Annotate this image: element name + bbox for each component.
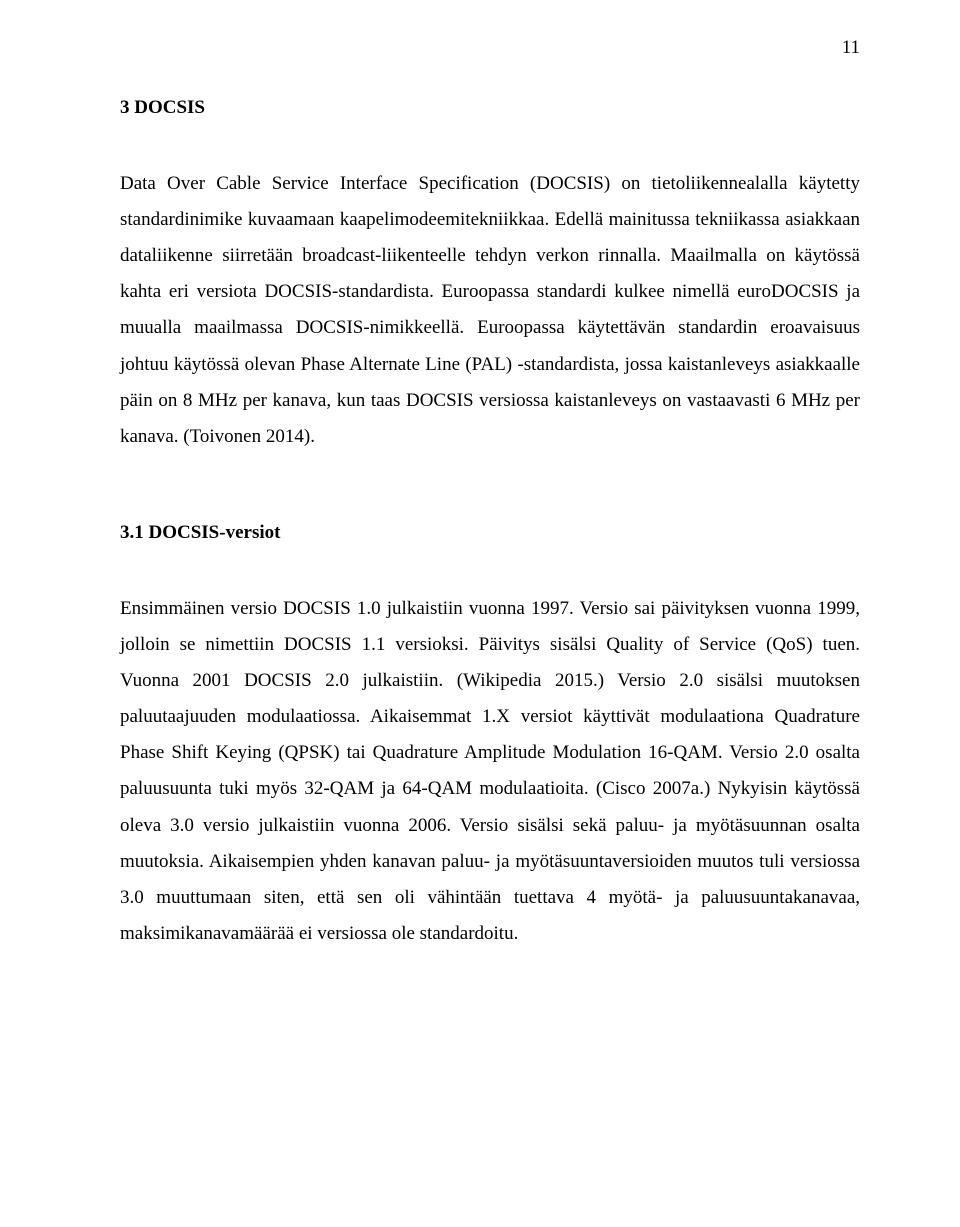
- paragraph-intro: Data Over Cable Service Interface Specif…: [120, 166, 860, 455]
- paragraph-versiot: Ensimmäinen versio DOCSIS 1.0 julkaistii…: [120, 591, 860, 952]
- section-heading-3-docsis: 3 DOCSIS: [120, 90, 860, 126]
- section-heading-3-1-versiot: 3.1 DOCSIS-versiot: [120, 515, 860, 551]
- document-page: 11 3 DOCSIS Data Over Cable Service Inte…: [0, 0, 960, 1227]
- page-number: 11: [842, 30, 860, 66]
